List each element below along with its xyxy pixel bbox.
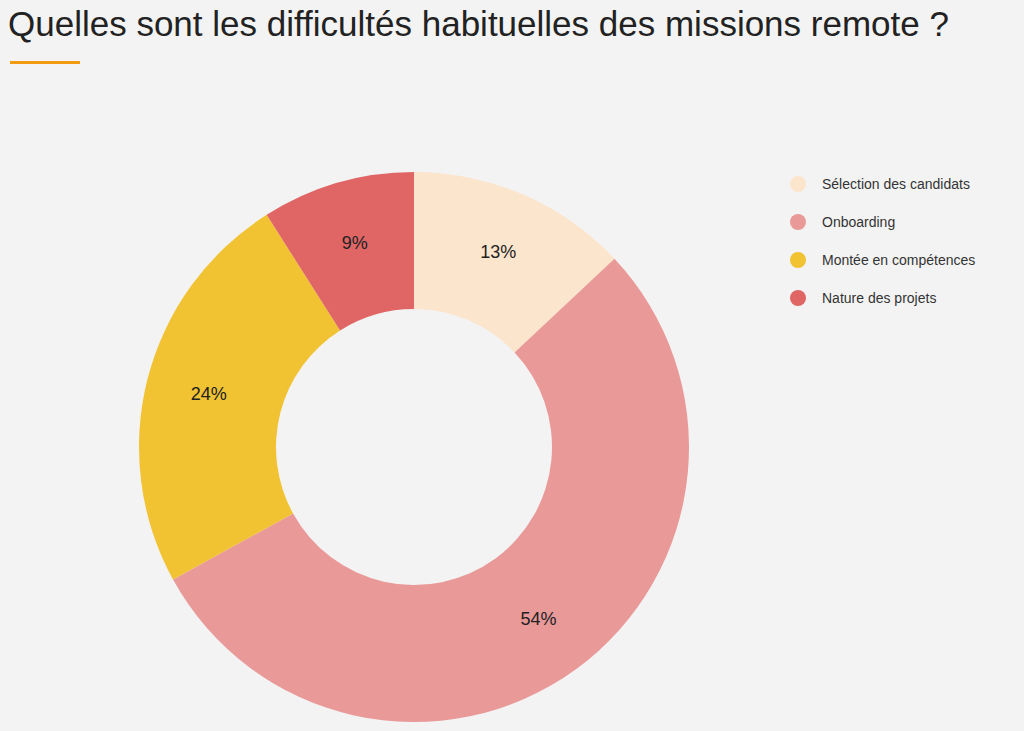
legend-swatch bbox=[790, 252, 806, 268]
title-underline bbox=[10, 61, 80, 64]
title-line: Quelles sont les difficultés habituelles… bbox=[8, 4, 949, 43]
legend-item: Montée en compétences bbox=[790, 252, 975, 268]
legend-item: Sélection des candidats bbox=[790, 176, 970, 192]
chart-title: Quelles sont les difficultés habituelles… bbox=[8, 4, 949, 43]
legend-label: Sélection des candidats bbox=[822, 176, 970, 192]
legend-item: Nature des projets bbox=[790, 290, 936, 306]
donut bbox=[139, 172, 689, 722]
chart-canvas: Quelles sont les difficultés habituelles… bbox=[0, 0, 1024, 731]
donut-slice bbox=[267, 172, 414, 330]
legend-label: Onboarding bbox=[822, 214, 895, 230]
legend-label: Nature des projets bbox=[822, 290, 936, 306]
legend-swatch bbox=[790, 176, 806, 192]
data-label: 13% bbox=[480, 242, 516, 262]
legend-item: Onboarding bbox=[790, 214, 895, 230]
legend-label: Montée en compétences bbox=[822, 252, 975, 268]
data-label: 54% bbox=[521, 609, 557, 629]
legend-swatch bbox=[790, 214, 806, 230]
legend: Sélection des candidats Onboarding Montée … bbox=[790, 176, 975, 306]
data-label: 9% bbox=[342, 233, 368, 253]
data-labels: 13% 54% 24% 9% bbox=[191, 233, 557, 628]
background bbox=[0, 0, 1024, 731]
data-label: 24% bbox=[191, 384, 227, 404]
legend-swatch bbox=[790, 290, 806, 306]
